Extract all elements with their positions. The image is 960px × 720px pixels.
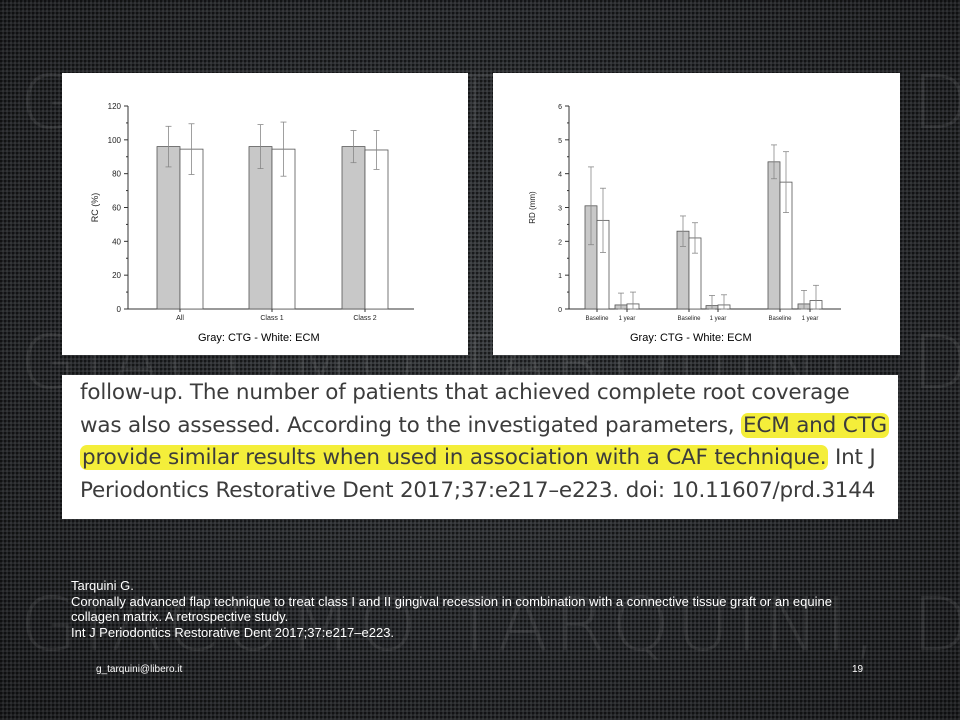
bar [364,149,389,310]
footer-email[interactable]: g_tarquini@libero.it [96,664,183,675]
rc-chart-panel: 0 20 40 60 80 100 120 RC (%) All Class 1 Class 2 G… [62,73,468,355]
excerpt-line-4: Periodontics Restorative Dent 2017;37:e2… [80,477,876,503]
rd-bar-chart: 0 1 2 3 4 5 6 RD (mm) Baseline 1 year Baseline 1 ye… [528,104,841,322]
citation-title: Coronally advanced flap technique to tre… [71,593,832,625]
citation-journal: Int J Periodontics Restorative Dent 2017… [71,624,395,640]
excerpt-line-3: provide similar results when used in ass… [80,442,896,475]
excerpt-highlight-2: provide similar results when used in ass… [80,445,829,470]
excerpt-line-1: follow-up. The number of patients that a… [80,380,850,405]
excerpt-line-2-text: was also assessed. According to the inve… [80,412,742,438]
bar [248,146,273,310]
y-tick-label: 20 [112,271,121,280]
y-tick-label: 40 [112,237,121,246]
x-tick-label: 1 year [619,316,636,322]
x-tick-label: 1 year [710,316,727,322]
watermark-bottom: GIACOMO TARQUINI, DDS [20,582,960,668]
x-tick-label: Class 2 [353,315,376,322]
excerpt-line-2: was also assessed. According to the inve… [80,410,896,443]
bar [767,161,781,310]
rc-bar-chart: 0 20 40 60 80 100 120 RC (%) All Class 1 Class 2 [90,102,414,322]
x-tick-label: Baseline [768,316,792,322]
y-tick-label: 3 [558,206,562,213]
rd-chart-panel: 0 1 2 3 4 5 6 RD (mm) Baseline 1 year Baseline 1 ye… [493,73,900,355]
x-tick-label: Baseline [585,316,609,322]
bar [156,146,181,310]
y-tick-label: 80 [112,170,121,179]
x-tick-label: Baseline [677,316,701,322]
citation-block: Tarquini G. Coronally advanced flap tech… [71,578,871,640]
y-tick-label: 6 [558,104,562,111]
y-tick-label: 1 [558,273,562,280]
excerpt-highlight-1: ECM and CTG [741,412,889,438]
y-tick-label: 100 [108,136,122,145]
y-tick-label: 120 [108,102,122,111]
rc-chart-caption: Gray: CTG - White: ECM [198,332,320,344]
y-tick-label: 2 [558,239,562,246]
article-excerpt: follow-up. The number of patients that a… [62,375,898,519]
y-tick-label: 5 [558,138,562,145]
y-tick-label: 0 [558,307,562,314]
x-tick-label: Class 1 [260,315,283,322]
y-tick-label: 0 [117,305,122,314]
bar [341,146,366,310]
y-axis-label: RD (mm) [528,191,537,224]
citation-author: Tarquini G. [71,578,134,593]
excerpt-line-3-text: Int J [828,445,876,470]
y-axis-label: RC (%) [90,193,100,223]
page-number: 19 [852,664,864,675]
rd-chart-caption: Gray: CTG - White: ECM [630,332,752,344]
x-tick-label: 1 year [802,316,819,322]
y-tick-label: 4 [558,172,562,179]
y-tick-label: 60 [112,204,121,213]
x-tick-label: All [176,315,184,322]
